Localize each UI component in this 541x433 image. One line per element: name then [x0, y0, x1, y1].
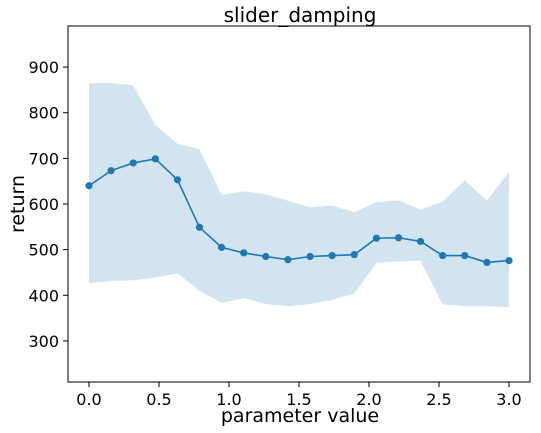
- confidence-band: [89, 83, 509, 308]
- data-point: [416, 237, 425, 246]
- data-point: [151, 155, 159, 163]
- data-point: [461, 251, 469, 260]
- data-point: [85, 182, 93, 190]
- x-tick-label: 1.5: [286, 390, 311, 409]
- data-point: [483, 258, 491, 267]
- y-tick-label: 400: [28, 286, 59, 305]
- series-line: [88, 157, 510, 264]
- data-point: [129, 159, 137, 167]
- y-axis: 300 400 500 600 700 800 900: [28, 58, 68, 351]
- y-tick-label: 600: [28, 195, 59, 214]
- y-tick-label: 800: [28, 104, 59, 123]
- y-tick-label: 700: [28, 149, 59, 168]
- data-point: [505, 256, 513, 265]
- x-tick-label: 0.5: [146, 390, 171, 409]
- data-point: [328, 251, 336, 260]
- y-tick-label: 300: [28, 332, 59, 351]
- data-point: [350, 251, 358, 259]
- x-axis-label: parameter value: [221, 405, 379, 427]
- data-point: [107, 167, 115, 175]
- chart-title: slider_damping: [224, 3, 377, 27]
- x-tick-label: 0.0: [76, 390, 101, 409]
- x-tick-label: 3.0: [496, 390, 521, 409]
- x-tick-label: 1.0: [216, 390, 241, 409]
- y-tick-label: 900: [28, 58, 59, 77]
- x-axis: 0.0 0.5 1.0 1.5 2.0 2.5 3.0: [76, 382, 522, 409]
- x-tick-label: 2.5: [426, 390, 451, 409]
- data-point: [284, 256, 292, 264]
- data-point: [195, 223, 204, 231]
- y-tick-label: 500: [28, 241, 59, 260]
- data-point: [372, 234, 381, 242]
- data-point: [240, 249, 248, 257]
- y-axis-label: return: [7, 175, 29, 233]
- data-point: [262, 252, 270, 261]
- plot-area: [85, 83, 513, 308]
- data-point: [217, 243, 226, 251]
- data-point: [173, 176, 182, 184]
- x-tick-label: 2.0: [356, 390, 381, 409]
- data-point: [439, 251, 447, 260]
- data-point: [306, 252, 314, 261]
- data-point: [394, 234, 403, 242]
